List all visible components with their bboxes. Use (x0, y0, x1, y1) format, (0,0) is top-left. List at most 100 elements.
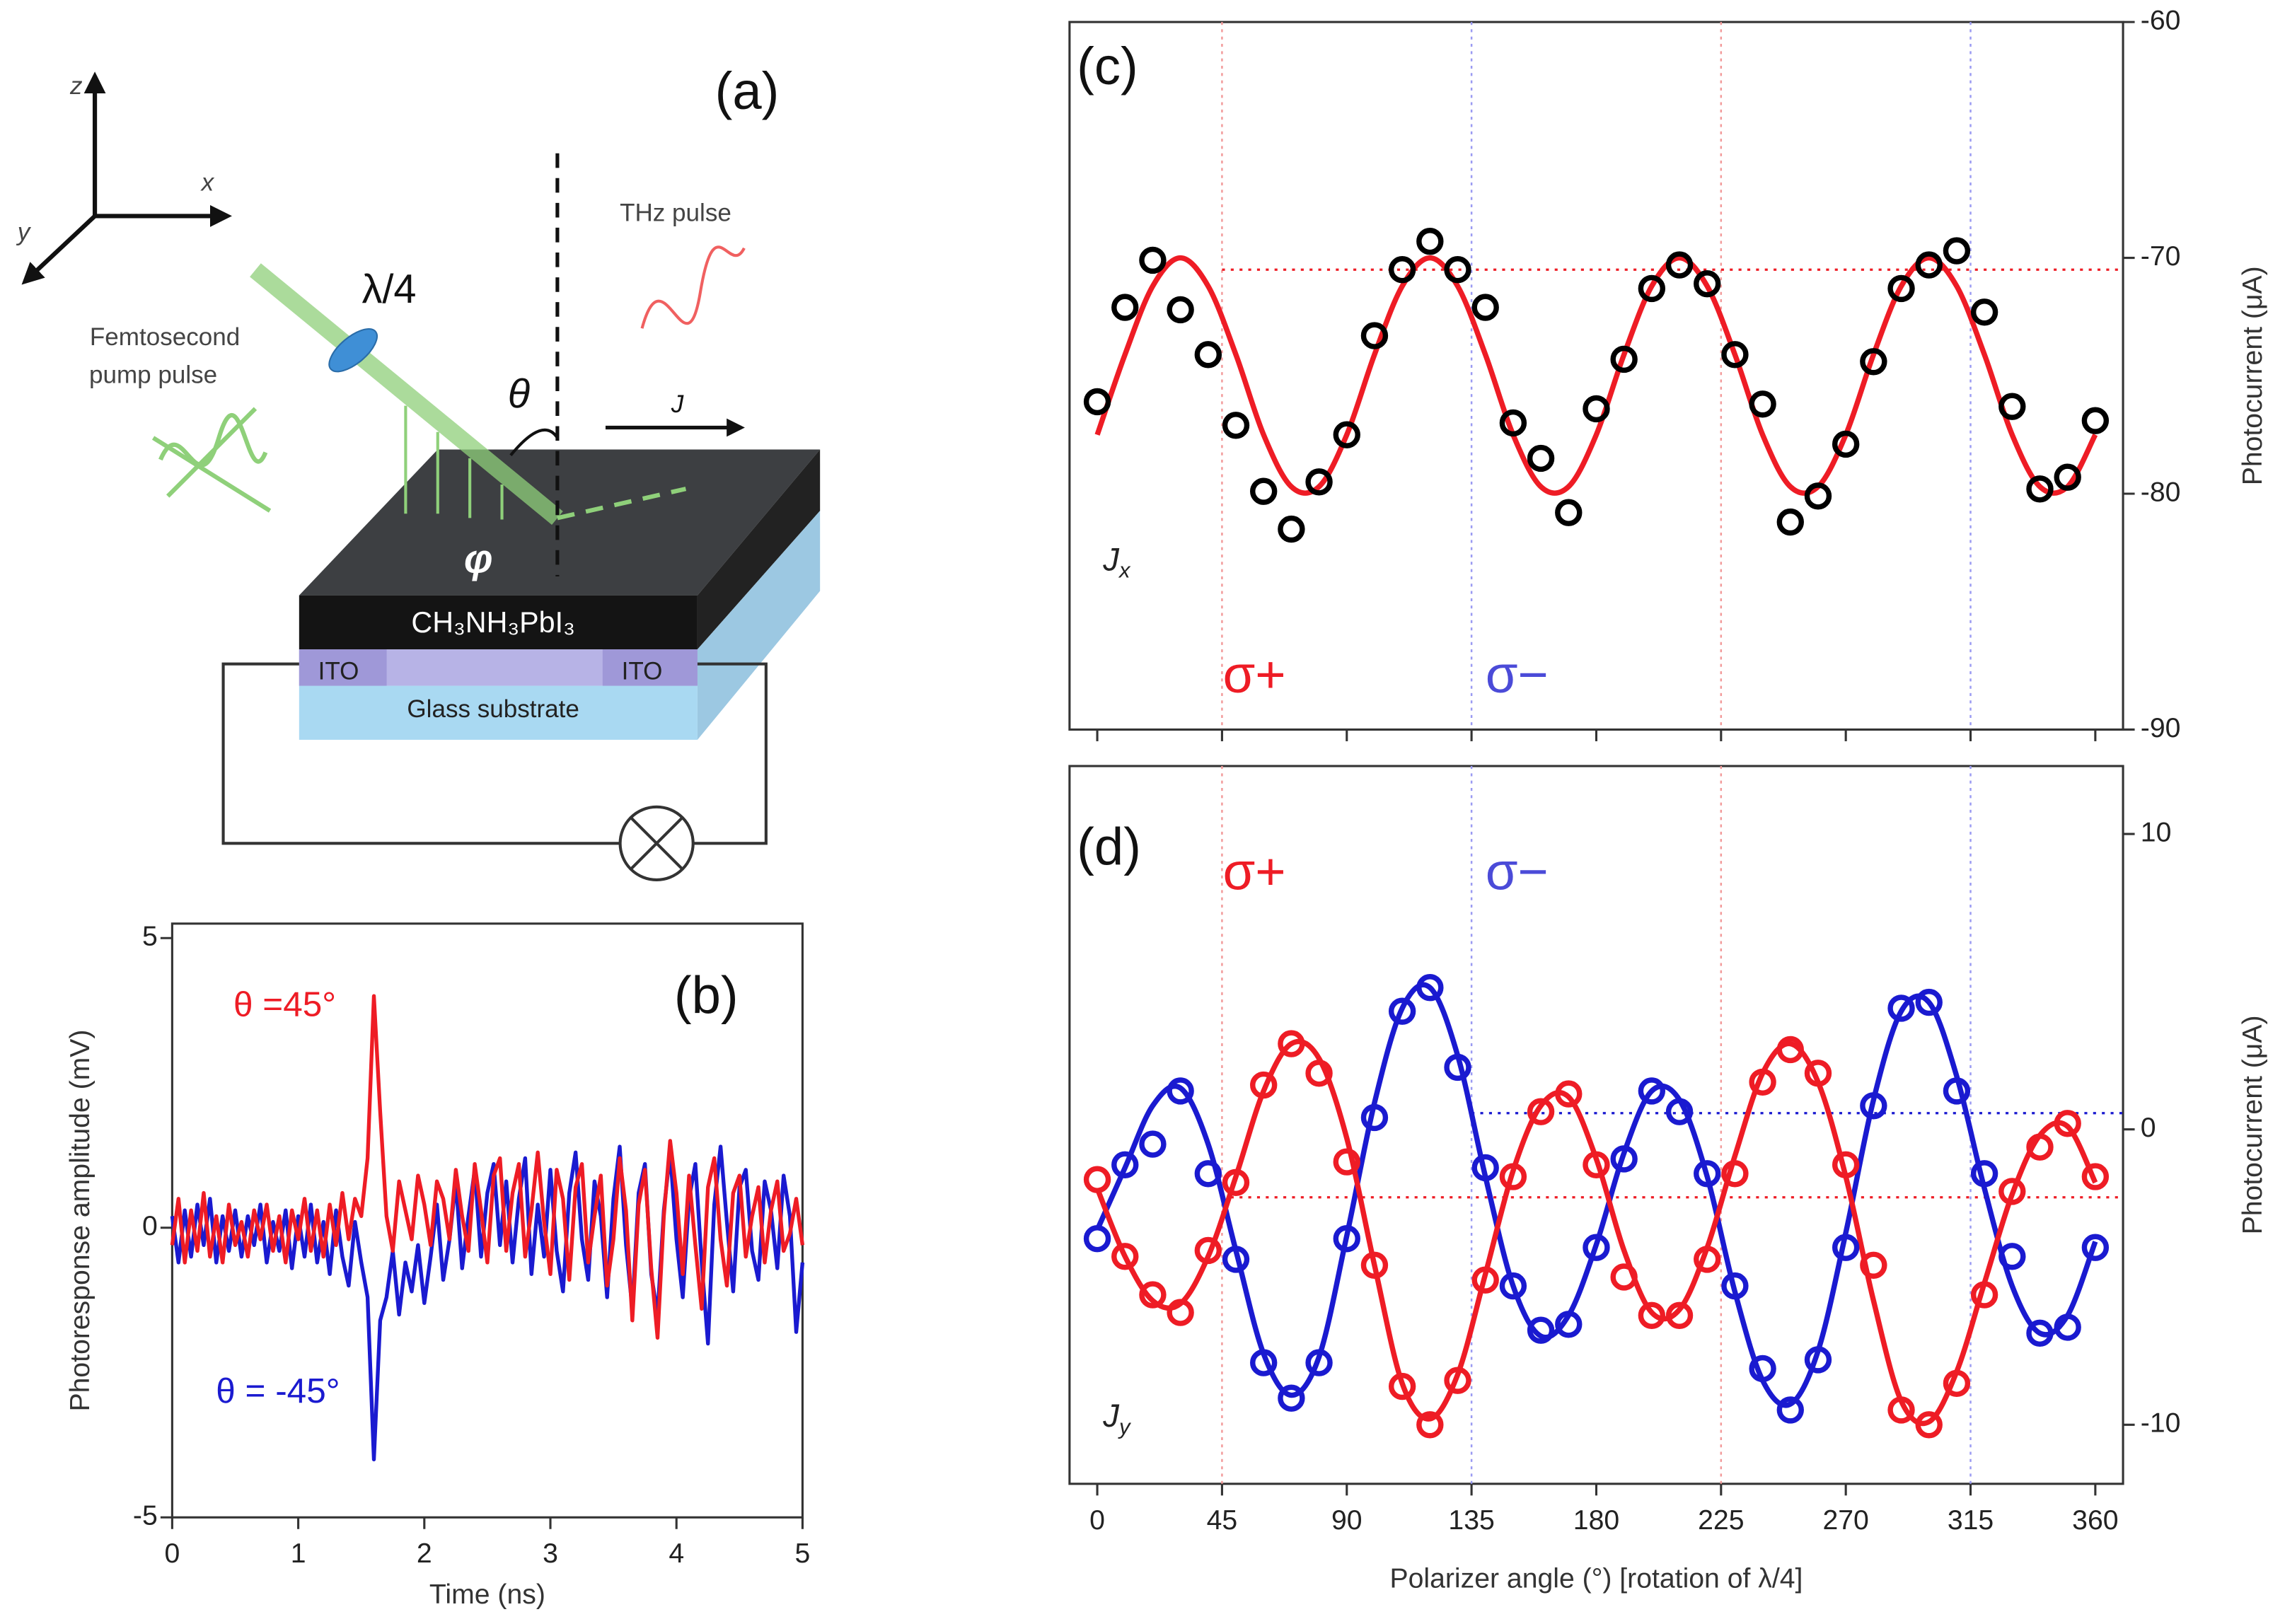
data-point (1527, 1098, 1555, 1125)
waveplate (328, 328, 378, 373)
data-point (1638, 1077, 1666, 1105)
phi-label: φ (464, 537, 493, 582)
thz-wave (640, 245, 746, 329)
data-point (1416, 1411, 1444, 1439)
data-point (2054, 1313, 2081, 1341)
data-point (1111, 1243, 1139, 1270)
x-tick-label: 90 (1331, 1505, 1363, 1536)
data-point (1804, 1346, 1832, 1374)
data-point (1083, 388, 1111, 416)
data-point (1943, 1077, 1971, 1105)
theta-arc (509, 428, 559, 457)
projection-line (557, 487, 687, 521)
data-point (1222, 1246, 1250, 1273)
data-point (1167, 1299, 1194, 1326)
data-point (1416, 228, 1444, 255)
data-point (1694, 1160, 1721, 1188)
data-point (1527, 444, 1555, 472)
data-point (1305, 1349, 1333, 1376)
data-point (1499, 1272, 1527, 1300)
axis-name: z (69, 72, 83, 100)
annotation-sub: y (1118, 1415, 1132, 1439)
x-tick-label: 3 (543, 1538, 558, 1569)
data-point (1998, 1178, 2026, 1205)
data-point (1305, 1060, 1333, 1087)
data-point (1915, 988, 1943, 1016)
x-tick-label: 180 (1573, 1505, 1619, 1536)
data-point (1333, 421, 1360, 448)
substrate-label: Glass substrate (407, 695, 579, 723)
x-tick-label: 315 (1948, 1505, 1994, 1536)
data-point (1194, 1160, 1222, 1188)
data-point (1776, 1036, 1804, 1064)
thz-label: THz pulse (620, 199, 731, 227)
x-axis-label: Polarizer angle (°) [rotation of λ/4] (1389, 1563, 1803, 1594)
data-point (1860, 348, 1887, 376)
data-point (1721, 1160, 1749, 1188)
meter-cross (629, 816, 684, 871)
current-label: J (671, 390, 684, 418)
data-point (1444, 1053, 1471, 1081)
data-point (1804, 1060, 1832, 1087)
beam-projection (404, 405, 504, 520)
data-point (1499, 1163, 1527, 1190)
fit-curve (1094, 982, 2098, 1408)
signal-line (170, 1144, 805, 1462)
y-tick-label: 5 (142, 922, 158, 952)
annotation: θ =45° (233, 985, 336, 1023)
data-point (1388, 1372, 1416, 1400)
x-tick-label: 360 (2072, 1505, 2118, 1536)
y-axis-label: Photoresponse amplitude (mV) (65, 1030, 96, 1412)
data-point (1998, 1243, 2026, 1270)
signal-line (170, 994, 805, 1340)
data-point (1499, 409, 1527, 437)
data-point (1832, 1151, 1860, 1178)
data-point (1638, 274, 1666, 303)
data-point (2026, 1319, 2054, 1347)
x-tick-label: 270 (1822, 1505, 1868, 1536)
data-point (1167, 1077, 1194, 1105)
annotation: σ+ (1222, 842, 1285, 900)
data-point (1638, 1301, 1666, 1329)
data-point (1083, 1225, 1111, 1253)
y-tick-label: 0 (2141, 1113, 2156, 1143)
ito-pad (602, 649, 698, 686)
data-point (1555, 499, 1583, 526)
data-point (1444, 1367, 1471, 1394)
data-point (1471, 1266, 1499, 1294)
x-axis-label: Time (ns) (429, 1579, 545, 1610)
data-point (1139, 246, 1167, 274)
x-tick-label: 0 (1089, 1505, 1105, 1536)
waveplate-label: λ/4 (362, 267, 417, 312)
y-axis-label: Photocurrent (μA) (2238, 1015, 2268, 1234)
data-point (2026, 1133, 2054, 1161)
theta-label: θ (508, 371, 530, 417)
y-tick-label: -60 (2141, 5, 2181, 35)
data-point (1305, 468, 1333, 496)
data-point (1333, 1225, 1360, 1253)
data-point (1250, 477, 1278, 505)
data-point (1111, 1151, 1139, 1178)
axis-name: y (16, 218, 32, 245)
data-point (1694, 270, 1721, 298)
data-point (1860, 1092, 1887, 1120)
annotation: Jx (1102, 541, 1131, 583)
data-point (1832, 1234, 1860, 1261)
data-point (1610, 345, 1638, 373)
data-point (1139, 1130, 1167, 1158)
data-point (2026, 475, 2054, 503)
data-point (1360, 1251, 1389, 1279)
data-point (1471, 1154, 1499, 1182)
x-tick-label: 5 (795, 1538, 811, 1569)
annotation-main: J (1102, 1398, 1120, 1434)
pump-label: pump pulse (89, 361, 217, 389)
data-point (1998, 393, 2026, 420)
data-point (1721, 1272, 1749, 1300)
data-point (1832, 430, 1860, 458)
panel-label: (d) (1077, 817, 1141, 876)
data-point (1222, 1168, 1250, 1197)
data-point (1583, 1151, 1610, 1178)
plot-frame (1068, 21, 2124, 731)
data-point (1915, 251, 1943, 279)
data-point (1887, 274, 1915, 303)
